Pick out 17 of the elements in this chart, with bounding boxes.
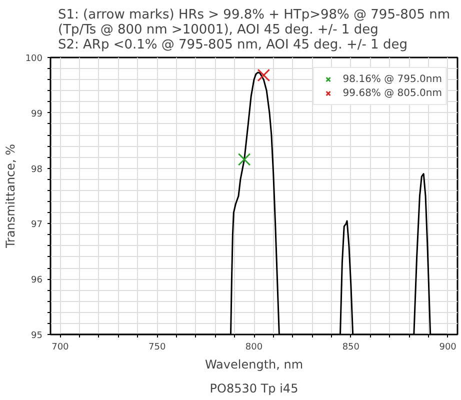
- y-tick-label: 95: [31, 331, 42, 341]
- x-tick-label: 850: [342, 342, 360, 352]
- x-tick-label: 700: [52, 342, 70, 352]
- y-tick-label: 99: [31, 109, 43, 120]
- y-tick-label: 97: [31, 220, 42, 230]
- x-axis-title: Wavelength, nm: [204, 358, 304, 372]
- x-tick-label: 900: [439, 342, 457, 352]
- chart-title: S1: (arrow marks) HRs > 99.8% + HTp>98% @ 795-805 nm (Tp/Ts @ 800 nm >10001), AOI 45 deg. +/- 1 deg S2: ARp <0.1% @ 795-805 nm, AOI 45 deg. +/- 1 deg: [58, 8, 450, 52]
- legend-label: 99.68% @ 805.0nm: [342, 88, 442, 98]
- y-tick-label: 100: [25, 54, 43, 64]
- text: PO8530 Tp i45: [210, 382, 298, 396]
- x-tick-label: 750: [148, 342, 166, 352]
- x-tick-label: 800: [245, 342, 263, 352]
- y-axis-title: Transmittance, %: [3, 144, 18, 250]
- y-tick-label: 98: [31, 164, 43, 175]
- y-tick-label: 96: [31, 276, 43, 286]
- legend-label: 98.16% @ 795.0nm: [342, 74, 442, 84]
